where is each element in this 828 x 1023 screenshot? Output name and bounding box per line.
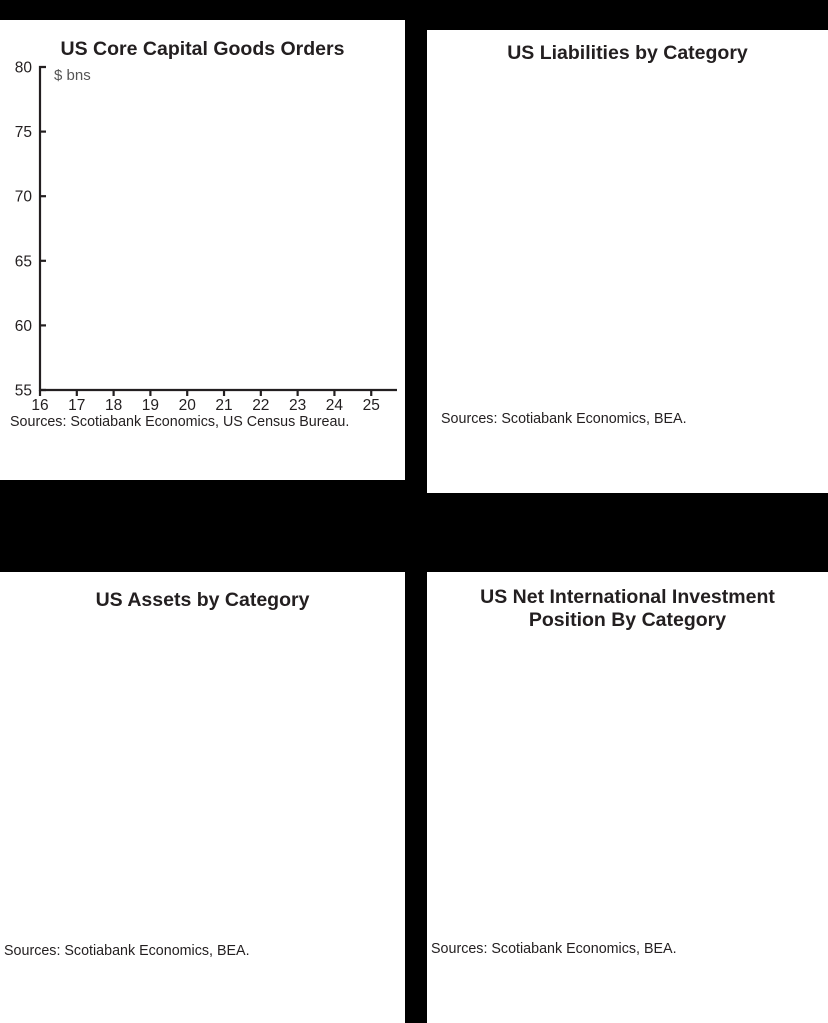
source-note-core-goods: Sources: Scotiabank Economics, US Census… bbox=[10, 414, 350, 430]
svg-text:19: 19 bbox=[142, 397, 159, 414]
svg-text:18: 18 bbox=[105, 397, 122, 414]
chart-title-niip-line1: US Net International Investment bbox=[480, 586, 775, 608]
chart-svg-niip bbox=[427, 632, 828, 940]
svg-text:80: 80 bbox=[15, 61, 33, 77]
source-note-assets: Sources: Scotiabank Economics, BEA. bbox=[4, 943, 250, 959]
panel-us-assets: US Assets by Category Sources: Scotiaban… bbox=[0, 572, 405, 1023]
svg-text:17: 17 bbox=[68, 397, 85, 414]
chart-title-core-goods: US Core Capital Goods Orders bbox=[60, 38, 345, 60]
chart-svg-liabilities bbox=[427, 65, 828, 410]
panel-niip: US Net International Investment Position… bbox=[427, 572, 828, 1023]
svg-text:23: 23 bbox=[289, 397, 306, 414]
svg-text:75: 75 bbox=[15, 124, 32, 141]
svg-text:55: 55 bbox=[15, 383, 32, 400]
chart-svg-assets bbox=[0, 612, 405, 942]
svg-text:24: 24 bbox=[326, 397, 344, 414]
svg-text:21: 21 bbox=[215, 397, 232, 414]
source-note-niip: Sources: Scotiabank Economics, BEA. bbox=[431, 941, 677, 957]
chart-svg-core-goods: 55 60 65 70 75 80 16 17 18 19 20 21 22 23 24 25 $ bns bbox=[15, 61, 397, 414]
svg-text:60: 60 bbox=[15, 318, 33, 335]
panel-us-liabilities: US Liabilities by Category Sources: Scot… bbox=[427, 30, 828, 493]
panel-core-capital-goods: US Core Capital Goods Orders 55 60 65 70 75 8… bbox=[0, 20, 405, 480]
svg-text:$ bns: $ bns bbox=[54, 67, 91, 84]
svg-text:22: 22 bbox=[252, 397, 269, 414]
chart-title-liabilities: US Liabilities by Category bbox=[507, 42, 748, 64]
plot-niip bbox=[427, 632, 828, 940]
svg-text:16: 16 bbox=[31, 397, 48, 414]
plot-assets bbox=[0, 612, 405, 942]
plot-core-goods: 55 60 65 70 75 80 16 17 18 19 20 21 22 23 24 25 $ bns bbox=[0, 61, 405, 416]
svg-text:65: 65 bbox=[15, 253, 32, 270]
plot-liabilities bbox=[427, 65, 828, 410]
svg-text:70: 70 bbox=[15, 189, 33, 206]
chart-title-niip: US Net International Investment Position… bbox=[427, 572, 828, 632]
chart-title-niip-line2: Position By Category bbox=[528, 609, 727, 631]
svg-text:20: 20 bbox=[179, 397, 197, 414]
svg-text:25: 25 bbox=[363, 397, 380, 414]
source-note-liabilities: Sources: Scotiabank Economics, BEA. bbox=[441, 411, 687, 427]
chart-title-assets: US Assets by Category bbox=[95, 589, 310, 611]
